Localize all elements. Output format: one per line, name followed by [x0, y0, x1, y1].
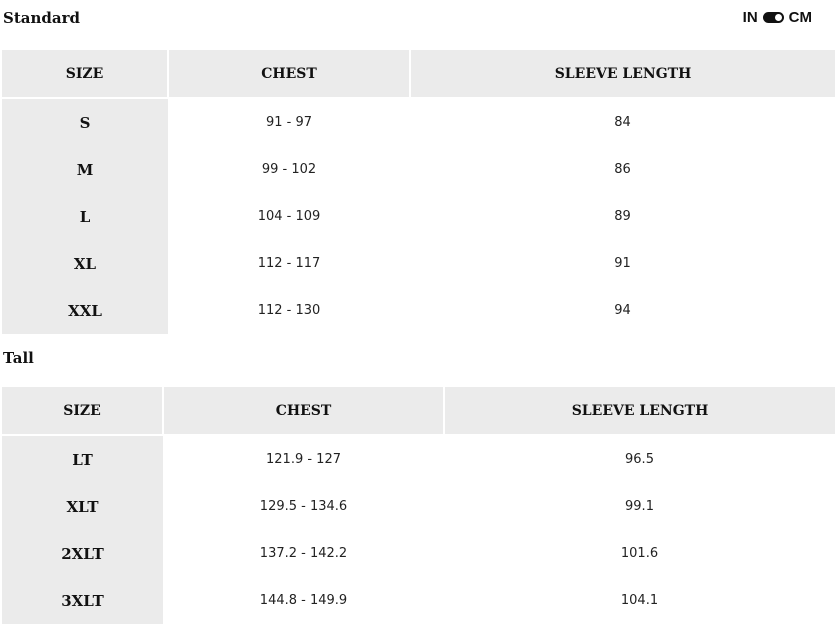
size-cell: M [2, 146, 168, 193]
size-cell: XL [2, 240, 168, 287]
sleeve-length-cell: 91 [614, 256, 631, 271]
tall-size-table: SIZE CHEST SLEEVE LENGTH LT 121.9 - 127 96.5 X… [2, 387, 835, 624]
tall-title: Tall [3, 349, 34, 367]
table-row: LT 121.9 - 127 96.5 [2, 435, 835, 483]
column-header: CHEST [163, 387, 445, 435]
chest-cell: 121.9 - 127 [266, 452, 341, 467]
table-row: 3XLT 144.8 - 149.9 104.1 [2, 577, 835, 624]
sleeve-length-cell: 96.5 [625, 452, 654, 467]
table-row: S 91 - 97 84 [2, 98, 835, 146]
table-row: L 104 - 109 89 [2, 193, 835, 240]
chest-cell: 99 - 102 [261, 162, 317, 177]
size-cell: LT [2, 435, 163, 483]
size-cell: L [2, 193, 168, 240]
column-header: SIZE [2, 387, 164, 435]
sleeve-length-cell: 84 [614, 115, 631, 130]
chest-cell: 112 - 130 [257, 303, 321, 318]
sleeve-length-cell: 89 [614, 209, 631, 224]
unit-cm-label[interactable]: CM [788, 9, 812, 26]
size-cell: 3XLT [2, 577, 163, 624]
table-row: 2XLT 137.2 - 142.2 101.6 [2, 530, 835, 577]
standard-title: Standard [3, 9, 80, 27]
sleeve-length-cell: 86 [614, 162, 631, 177]
table-row: M 99 - 102 86 [2, 146, 835, 193]
size-cell: S [2, 98, 168, 146]
size-cell: XLT [2, 483, 163, 530]
standard-size-table: SIZE CHEST SLEEVE LENGTH S 91 - 97 84 M 99 - 10… [2, 50, 835, 334]
toggle-switch-icon[interactable] [762, 12, 784, 23]
column-header: CHEST [168, 50, 411, 98]
size-cell: 2XLT [2, 530, 163, 577]
table-row: XLT 129.5 - 134.6 99.1 [2, 483, 835, 530]
chest-cell: 144.8 - 149.9 [259, 593, 348, 608]
unit-in-label[interactable]: IN [742, 9, 758, 26]
table-row: XXL 112 - 130 94 [2, 287, 835, 334]
chest-cell: 112 - 117 [257, 256, 321, 271]
chest-cell: 137.2 - 142.2 [259, 546, 348, 561]
size-cell: XXL [2, 287, 168, 334]
column-header: SIZE [2, 50, 169, 98]
chest-cell: 104 - 109 [257, 209, 321, 224]
chest-cell: 129.5 - 134.6 [259, 499, 348, 514]
unit-toggle[interactable]: IN CM [743, 9, 812, 26]
sleeve-length-cell: 104.1 [620, 593, 659, 608]
chest-cell: 91 - 97 [265, 115, 313, 130]
column-header: SLEEVE LENGTH [444, 387, 835, 435]
column-header: SLEEVE LENGTH [410, 50, 835, 98]
sleeve-length-cell: 101.6 [620, 546, 659, 561]
table-row: XL 112 - 117 91 [2, 240, 835, 287]
sleeve-length-cell: 99.1 [625, 499, 654, 514]
sleeve-length-cell: 94 [614, 303, 631, 318]
